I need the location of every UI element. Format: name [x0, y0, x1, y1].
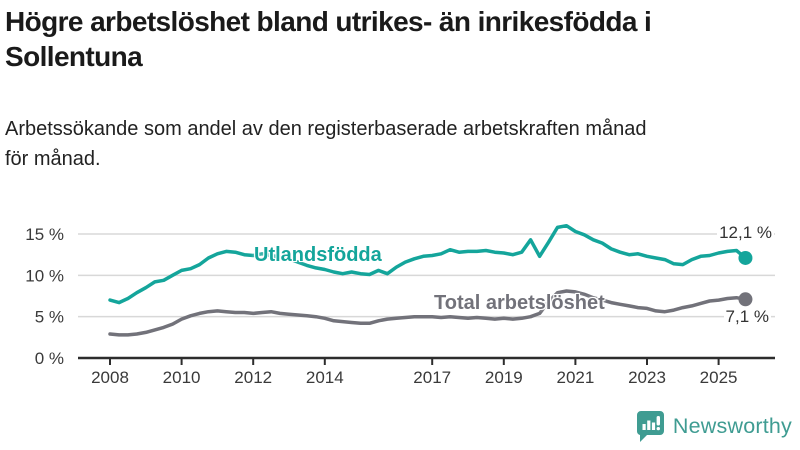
svg-text:2014: 2014: [306, 368, 344, 387]
end-value-label-total: 7,1 %: [723, 307, 771, 327]
end-value-label-utlandsfodda: 12,1 %: [717, 223, 774, 243]
bar-chart-speech-bubble-icon: [636, 410, 664, 442]
svg-text:2012: 2012: [234, 368, 272, 387]
chart-title-line1: Högre arbetslöshet bland utrikes- än inr…: [5, 6, 652, 37]
newsworthy-logo: Newsworthy: [636, 408, 792, 444]
svg-text:2010: 2010: [163, 368, 201, 387]
svg-text:5 %: 5 %: [35, 308, 64, 327]
chart-title: Högre arbetslöshet bland utrikes- än inr…: [5, 4, 797, 74]
svg-text:2019: 2019: [485, 368, 523, 387]
svg-text:2023: 2023: [628, 368, 666, 387]
series-label-total-arbetsloshet: Total arbetslöshet: [434, 292, 605, 314]
series-label-utlandsfodda: Utlandsfödda: [254, 244, 382, 266]
chart-subtitle-line2: för månad.: [5, 148, 101, 170]
svg-text:0 %: 0 %: [35, 349, 64, 368]
svg-text:10 %: 10 %: [25, 266, 64, 285]
newsworthy-wordmark: Newsworthy: [672, 413, 792, 438]
svg-text:2025: 2025: [700, 368, 738, 387]
chart-subtitle-line1: Arbetssökande som andel av den registerb…: [5, 118, 647, 140]
chart-subtitle: Arbetssökande som andel av den registerb…: [5, 114, 795, 174]
chart-title-line2: Sollentuna: [5, 41, 143, 72]
svg-text:2008: 2008: [91, 368, 129, 387]
svg-text:2017: 2017: [413, 368, 451, 387]
svg-text:2021: 2021: [556, 368, 594, 387]
svg-text:15 %: 15 %: [25, 225, 64, 244]
